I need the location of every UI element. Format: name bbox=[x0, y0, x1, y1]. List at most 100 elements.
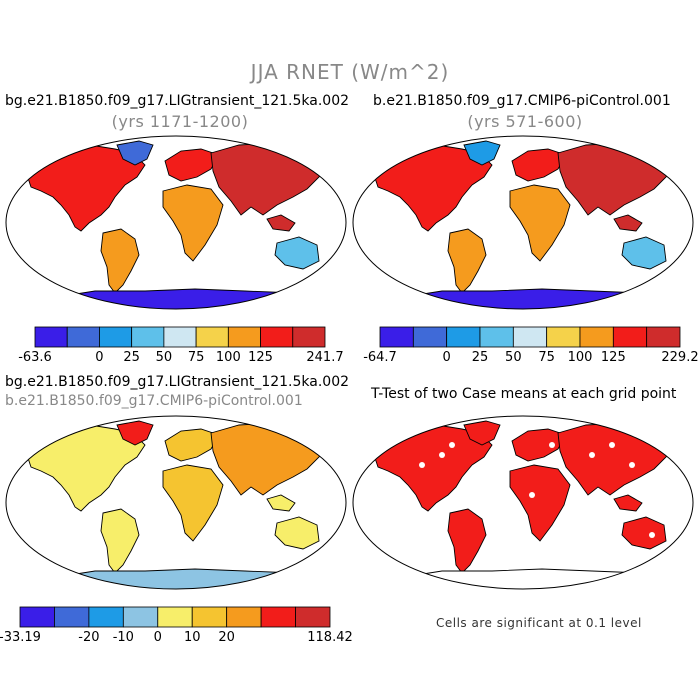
nonsignificant-cell bbox=[609, 442, 615, 448]
land-africa bbox=[162, 184, 224, 262]
land-greenland bbox=[116, 420, 154, 446]
colorbar-swatch bbox=[88, 606, 124, 628]
colorbar-swatch bbox=[19, 606, 55, 628]
colorbar-swatch bbox=[579, 326, 614, 348]
land-northAmerica bbox=[26, 144, 146, 232]
land-seAsia bbox=[613, 494, 643, 512]
colorbar-tick-label: 118.42 bbox=[307, 630, 353, 645]
nonsignificant-cell bbox=[419, 462, 425, 468]
colorbar-swatch bbox=[479, 326, 514, 348]
land-africa bbox=[509, 184, 571, 262]
map-border bbox=[352, 415, 694, 590]
colorbar-swatch bbox=[612, 326, 648, 348]
colorbar-lig-transient: -63.6 0 25 50 75 100 125 241.7 bbox=[18, 326, 344, 365]
land-europe bbox=[511, 428, 567, 462]
colorbar-tick-label: -20 bbox=[78, 630, 99, 645]
land-africa bbox=[509, 464, 571, 542]
colorbar-tick-label: 229.2 bbox=[661, 350, 698, 365]
colorbar-tick-label: -10 bbox=[113, 630, 134, 645]
colorbar-swatch bbox=[157, 606, 193, 628]
land-seAsia bbox=[613, 214, 643, 232]
land-northAmerica bbox=[373, 424, 493, 512]
panel-tl-subtitle: (yrs 1171-1200) bbox=[111, 112, 249, 131]
colorbar-tick-label: 20 bbox=[218, 630, 235, 645]
colorbar-swatch bbox=[122, 606, 159, 628]
colorbar-tick-label: 125 bbox=[248, 350, 273, 365]
land-africa bbox=[162, 464, 224, 542]
land-australia bbox=[621, 236, 667, 270]
panel-tr-title: b.e21.B1850.f09_g17.CMIP6-piControl.001 bbox=[373, 93, 671, 109]
land-northAmerica bbox=[373, 144, 493, 232]
figure-title: JJA RNET (W/m^2) bbox=[250, 60, 450, 84]
land-greenland bbox=[463, 140, 501, 166]
colorbar-tick-label: 50 bbox=[156, 350, 173, 365]
colorbar-swatch bbox=[227, 326, 261, 348]
colorbar-swatch bbox=[66, 326, 100, 348]
nonsignificant-cell bbox=[549, 442, 555, 448]
map-border bbox=[5, 415, 347, 590]
land-europe bbox=[164, 428, 220, 462]
land-southAmerica bbox=[100, 508, 140, 574]
panel-bl-title2: b.e21.B1850.f09_g17.CMIP6-piControl.001 bbox=[5, 393, 303, 409]
colorbar-swatch bbox=[163, 326, 197, 348]
land-greenland bbox=[463, 420, 501, 446]
colorbar-swatch bbox=[131, 326, 165, 348]
colorbar-tick-label: 0 bbox=[443, 350, 451, 365]
colorbar-tick-label: -33.19 bbox=[0, 630, 41, 645]
colorbar-swatch bbox=[34, 326, 68, 348]
colorbar-swatch bbox=[226, 606, 262, 628]
map-border bbox=[352, 135, 694, 310]
land-southAmerica bbox=[100, 228, 140, 294]
panel-tr-subtitle: (yrs 571-600) bbox=[467, 112, 583, 131]
panel-bl-title: bg.e21.B1850.f09_g17.LIGtransient_121.5k… bbox=[5, 374, 350, 390]
panel-tl-title: bg.e21.B1850.f09_g17.LIGtransient_121.5k… bbox=[5, 93, 350, 109]
map-border bbox=[5, 135, 347, 310]
significance-footnote: Cells are significant at 0.1 level bbox=[436, 616, 642, 630]
colorbar-swatch bbox=[54, 606, 90, 628]
nonsignificant-cell bbox=[529, 492, 535, 498]
colorbar-swatch bbox=[446, 326, 481, 348]
nonsignificant-cell bbox=[469, 472, 475, 478]
land-seAsia bbox=[266, 214, 296, 232]
colorbar-tick-label: 25 bbox=[472, 350, 489, 365]
land-australia bbox=[274, 516, 320, 550]
colorbar-tick-label: 75 bbox=[188, 350, 205, 365]
land-europe bbox=[164, 148, 220, 182]
colorbar-swatch bbox=[512, 326, 548, 348]
land-europe bbox=[511, 148, 567, 182]
colorbar-picontrol: -64.7 0 25 50 75 100 125 229.2 bbox=[363, 326, 699, 365]
land-southAmerica bbox=[447, 228, 487, 294]
map-panel-ttest bbox=[352, 415, 694, 590]
nonsignificant-cell bbox=[589, 452, 595, 458]
colorbar-swatch bbox=[191, 606, 228, 628]
colorbar-tick-label: -63.6 bbox=[18, 350, 52, 365]
nonsignificant-cell bbox=[449, 442, 455, 448]
colorbar-difference: -33.19 -20 -10 0 10 20 118.42 bbox=[0, 606, 353, 645]
nonsignificant-cell bbox=[439, 452, 445, 458]
land-northAmerica bbox=[26, 424, 146, 512]
colorbar-swatch bbox=[260, 606, 296, 628]
colorbar-tick-label: 100 bbox=[216, 350, 241, 365]
colorbar-tick-label: 10 bbox=[184, 630, 201, 645]
land-australia bbox=[274, 236, 320, 270]
colorbar-tick-label: 0 bbox=[95, 350, 103, 365]
land-greenland bbox=[116, 140, 154, 166]
colorbar-swatch bbox=[412, 326, 448, 348]
colorbar-swatch bbox=[292, 326, 326, 348]
nonsignificant-cell bbox=[649, 532, 655, 538]
map-panel-picontrol bbox=[352, 135, 694, 310]
land-australia bbox=[621, 516, 667, 550]
nonsignificant-cell bbox=[629, 462, 635, 468]
map-panel-difference bbox=[5, 415, 347, 590]
colorbar-swatch bbox=[195, 326, 229, 348]
panel-br-title: T-Test of two Case means at each grid po… bbox=[371, 386, 677, 402]
colorbar-swatch bbox=[260, 326, 294, 348]
colorbar-tick-label: 100 bbox=[568, 350, 593, 365]
colorbar-tick-label: 0 bbox=[154, 630, 162, 645]
colorbar-tick-label: 125 bbox=[601, 350, 626, 365]
colorbar-tick-label: 241.7 bbox=[306, 350, 343, 365]
land-seAsia bbox=[266, 494, 296, 512]
land-southAmerica bbox=[447, 508, 487, 574]
colorbar-tick-label: 25 bbox=[123, 350, 140, 365]
colorbar-swatch bbox=[295, 606, 331, 628]
